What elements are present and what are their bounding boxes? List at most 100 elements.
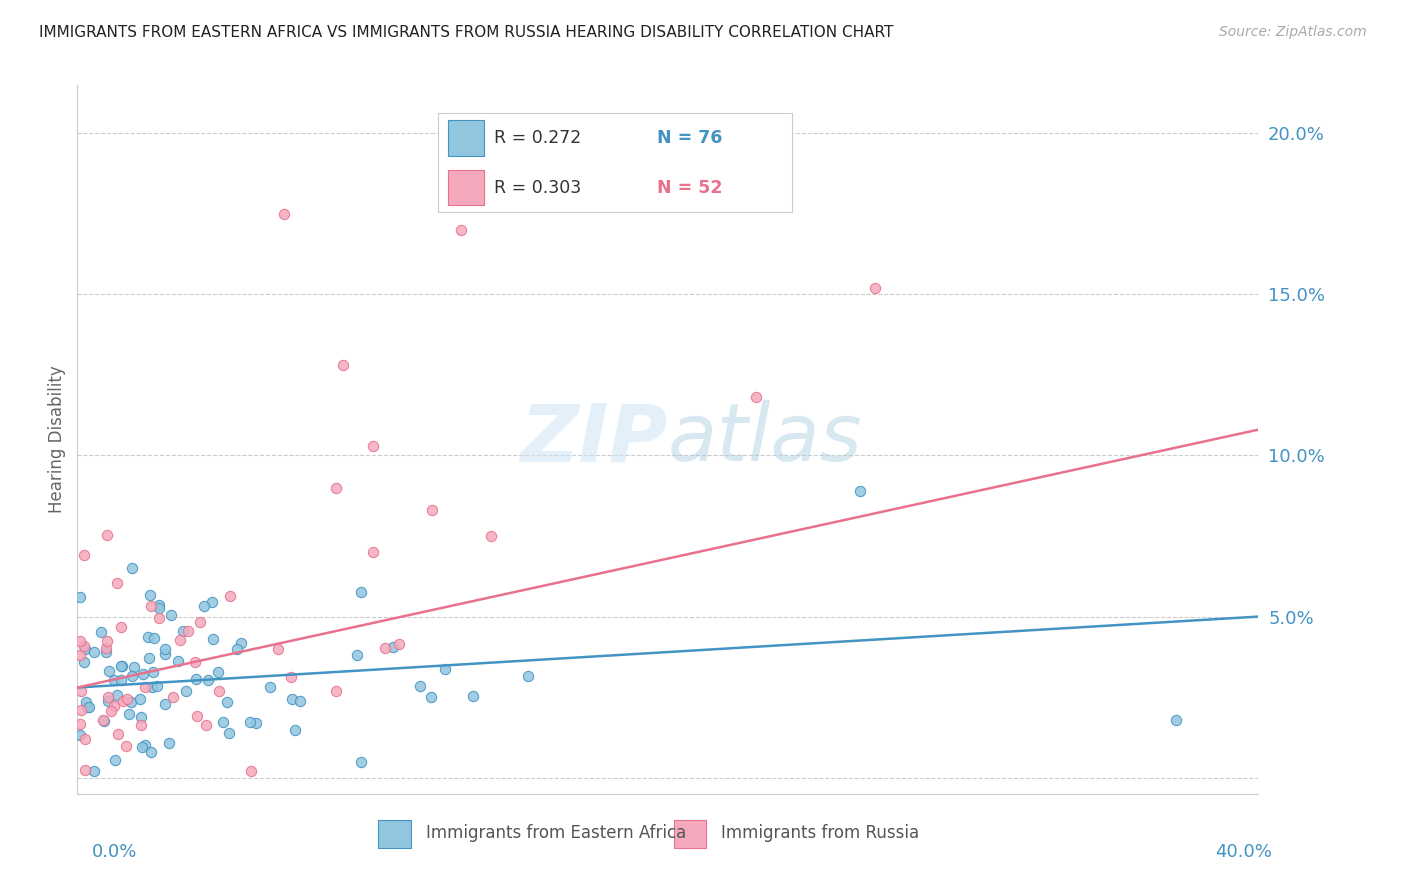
Point	[96, 634, 118, 648]
Point	[273, 207, 295, 221]
Text: ZIP: ZIP	[520, 401, 668, 478]
Point	[134, 738, 156, 752]
Point	[138, 651, 160, 665]
Point	[69, 717, 91, 731]
Point	[863, 281, 886, 295]
Point	[110, 659, 132, 673]
Point	[75, 694, 97, 708]
Point	[239, 764, 262, 779]
Point	[361, 439, 384, 453]
Point	[114, 739, 136, 754]
Point	[218, 725, 240, 739]
Point	[107, 726, 129, 740]
Point	[207, 665, 229, 680]
Point	[332, 358, 354, 372]
Text: 0.0%: 0.0%	[91, 843, 136, 861]
Point	[107, 688, 129, 702]
Point	[97, 690, 120, 705]
Point	[745, 391, 768, 405]
Point	[121, 669, 143, 683]
Point	[281, 692, 304, 706]
Point	[131, 740, 153, 755]
Point	[201, 632, 224, 646]
Point	[103, 673, 125, 687]
Point	[129, 718, 152, 732]
Point	[745, 139, 768, 153]
Point	[162, 690, 184, 704]
Point	[245, 715, 267, 730]
Point	[160, 607, 183, 622]
Point	[177, 624, 200, 639]
Point	[388, 637, 411, 651]
Point	[166, 654, 188, 668]
Point	[433, 662, 456, 676]
Point	[148, 611, 170, 625]
Text: atlas: atlas	[668, 401, 863, 478]
Point	[69, 728, 91, 742]
Point	[450, 223, 472, 237]
Point	[129, 691, 152, 706]
Point	[72, 548, 94, 562]
Point	[361, 545, 384, 559]
Point	[420, 503, 443, 517]
Point	[70, 702, 93, 716]
Point	[217, 695, 239, 709]
Point	[280, 670, 302, 684]
Point	[517, 669, 540, 683]
Point	[134, 681, 156, 695]
Point	[91, 713, 114, 727]
Point	[83, 645, 105, 659]
Point	[239, 714, 262, 729]
Point	[129, 710, 152, 724]
Point	[115, 692, 138, 706]
Point	[73, 639, 96, 653]
Point	[153, 698, 176, 712]
Point	[219, 590, 242, 604]
Point	[75, 732, 97, 747]
Point	[69, 634, 91, 648]
Point	[226, 641, 249, 656]
Point	[195, 718, 218, 732]
Point	[267, 642, 290, 657]
Point	[110, 673, 132, 688]
Point	[184, 655, 207, 669]
Point	[463, 689, 485, 703]
Point	[382, 640, 405, 654]
Point	[138, 630, 160, 644]
Text: IMMIGRANTS FROM EASTERN AFRICA VS IMMIGRANTS FROM RUSSIA HEARING DISABILITY CORR: IMMIGRANTS FROM EASTERN AFRICA VS IMMIGR…	[39, 25, 894, 40]
Point	[90, 624, 112, 639]
Point	[420, 690, 443, 704]
Point	[231, 636, 253, 650]
Point	[103, 698, 125, 713]
Point	[197, 673, 219, 688]
Point	[148, 599, 170, 613]
Point	[76, 699, 98, 714]
Point	[93, 714, 115, 728]
Point	[143, 631, 166, 645]
Point	[69, 684, 91, 698]
Point	[122, 660, 145, 674]
Point	[148, 601, 170, 615]
Point	[146, 679, 169, 693]
Point	[350, 755, 373, 769]
Point	[174, 684, 197, 698]
Point	[186, 672, 208, 686]
Point	[157, 736, 180, 750]
Point	[142, 665, 165, 680]
Point	[100, 704, 122, 718]
Point	[105, 576, 128, 591]
Point	[132, 667, 155, 681]
Point	[208, 683, 231, 698]
Point	[98, 664, 121, 678]
Point	[346, 648, 368, 663]
Point	[111, 658, 134, 673]
Point	[1164, 713, 1187, 727]
Point	[349, 584, 371, 599]
Point	[849, 483, 872, 498]
Point	[97, 694, 120, 708]
Point	[259, 680, 281, 694]
Point	[188, 615, 211, 629]
Point	[479, 529, 502, 543]
Point	[96, 528, 118, 542]
Text: 40.0%: 40.0%	[1216, 843, 1272, 861]
